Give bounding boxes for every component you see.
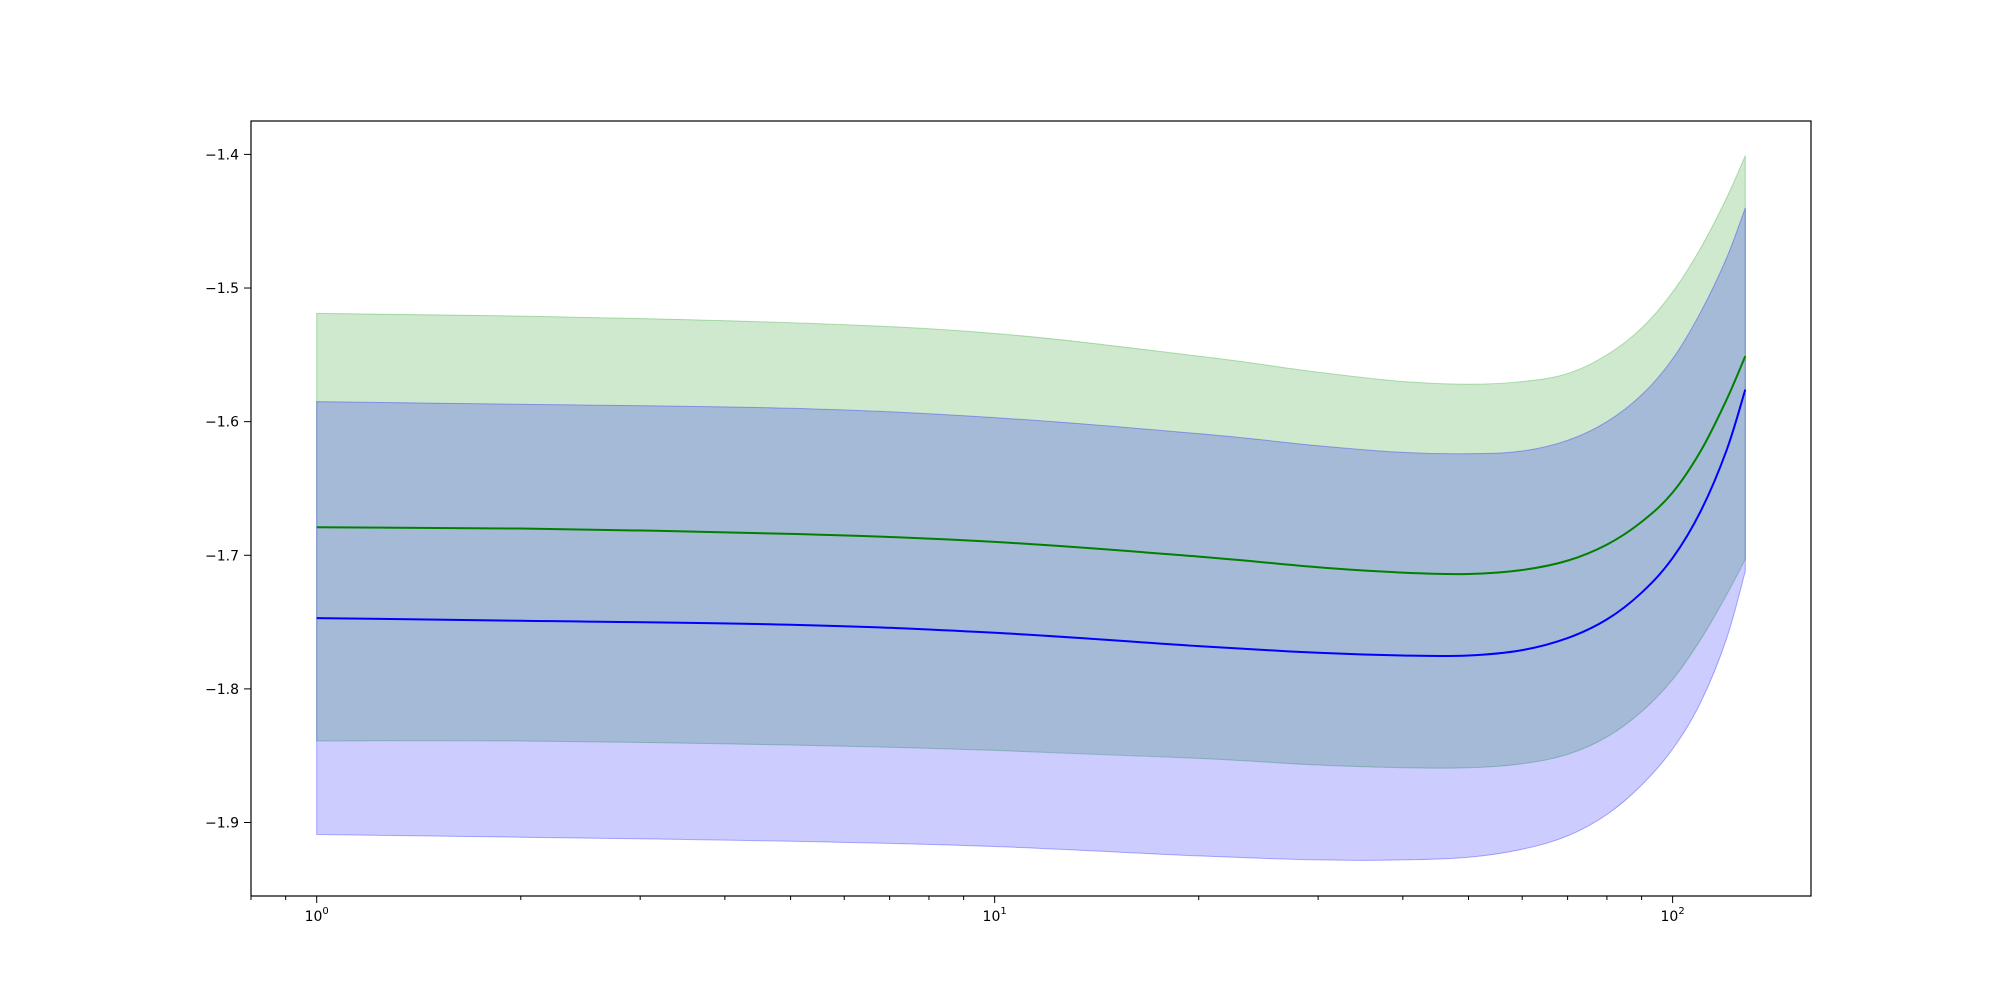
- x-tick-label: 100: [305, 906, 329, 925]
- series-line-2: [316, 389, 1747, 658]
- y-tick-label: −1.4: [205, 147, 239, 163]
- series-lines: [316, 355, 1747, 658]
- confidence-band-2: [316, 207, 1746, 861]
- y-tick-label: −1.8: [205, 682, 239, 698]
- y-tick-label: −1.6: [205, 415, 239, 431]
- confidence-band-1: [316, 155, 1746, 769]
- confidence-bands: [316, 155, 1746, 861]
- y-axis: −1.4 −1.5 −1.6 −1.7 −1.8 −1.9: [205, 147, 251, 832]
- y-tick-label: −1.5: [205, 281, 239, 297]
- x-tick-label: 101: [983, 906, 1007, 925]
- series-line-1: [316, 355, 1747, 576]
- x-tick-label: 102: [1661, 906, 1685, 925]
- x-axis: 100 101 102: [250, 896, 1685, 925]
- y-tick-label: −1.7: [205, 548, 239, 564]
- y-tick-label: −1.9: [205, 816, 239, 832]
- plot-frame: [250, 120, 1812, 897]
